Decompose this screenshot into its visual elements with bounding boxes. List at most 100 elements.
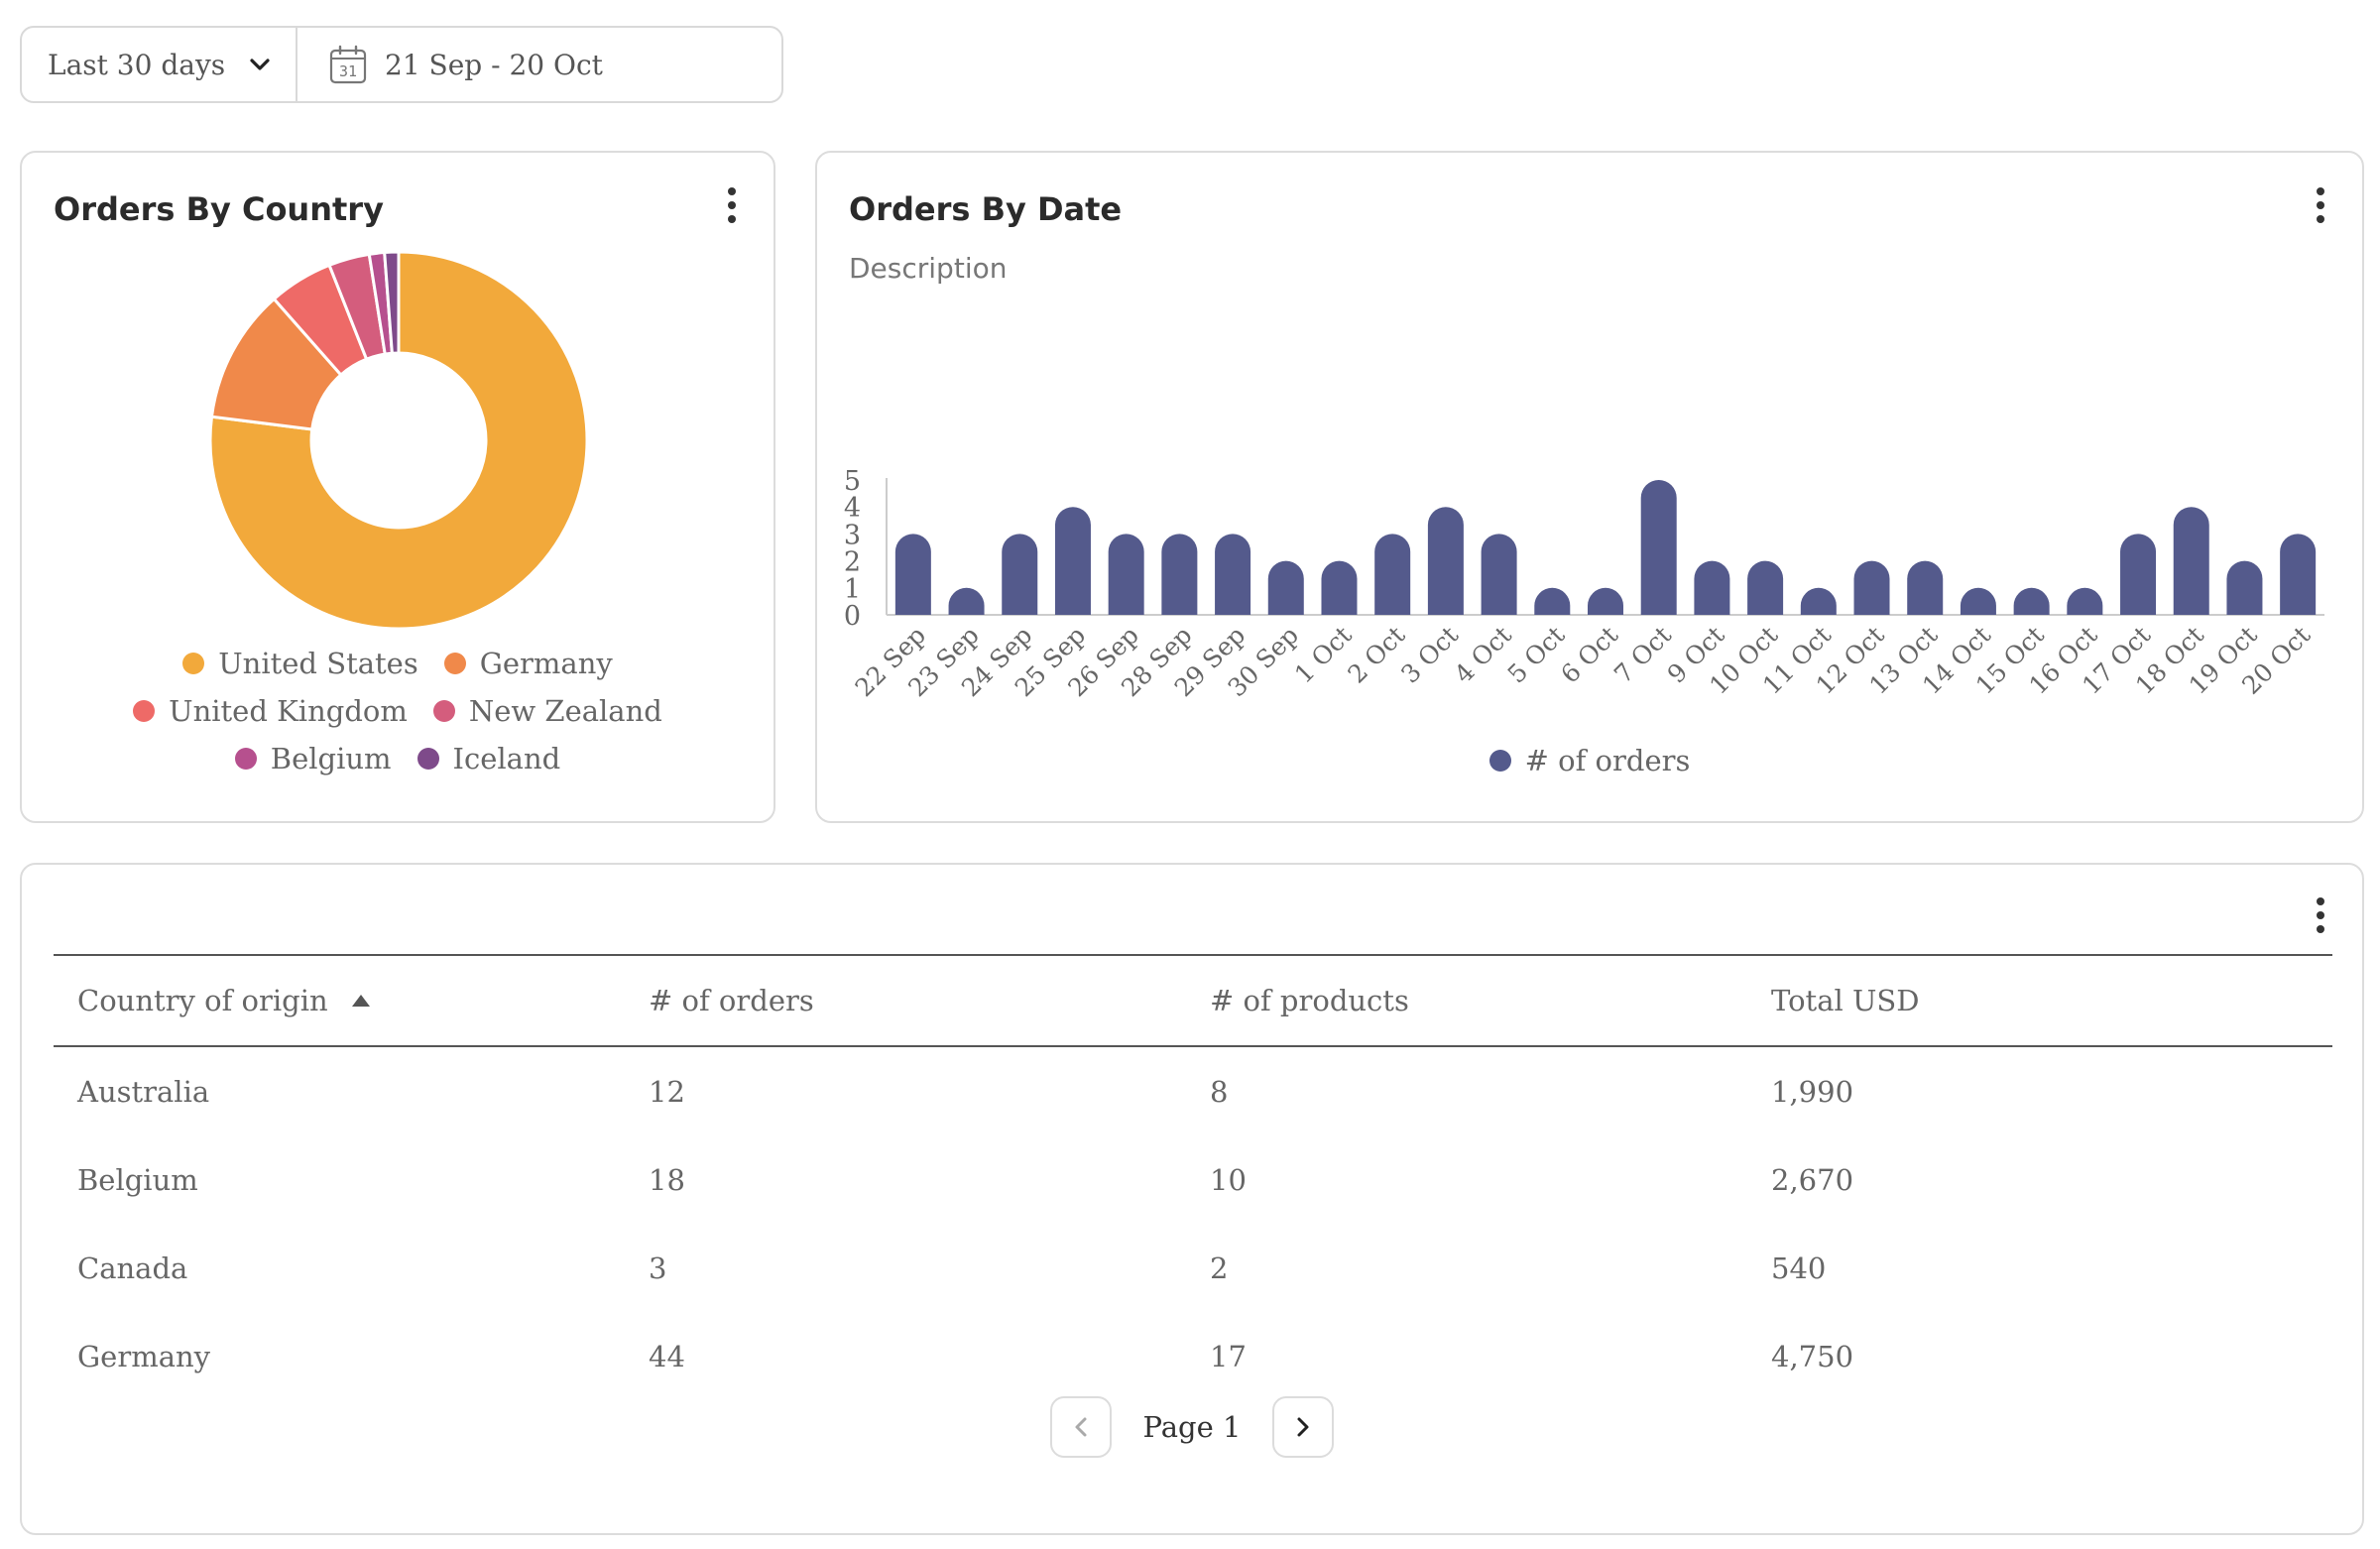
legend-dot — [133, 700, 156, 722]
bar-16-oct[interactable] — [2067, 587, 2103, 615]
date-range-value: 21 Sep - 20 Oct — [385, 48, 603, 81]
x-tick-label: 6 Oct — [1555, 621, 1623, 689]
chevron-down-icon — [250, 59, 270, 70]
table-row: Belgium 18 10 2,670 — [54, 1135, 2332, 1224]
x-tick-label: 3 Oct — [1395, 621, 1464, 689]
cell-products: 8 — [1210, 1074, 1229, 1109]
bar-11-oct[interactable] — [1800, 587, 1837, 615]
orders-table-card: Country of origin # of orders # of produ… — [20, 863, 2364, 1535]
pie-slice-iceland[interactable] — [383, 250, 401, 355]
filter-bar: Last 30 days 31 21 Sep - 20 Oct — [20, 26, 783, 103]
column-header-label: # of orders — [649, 984, 814, 1017]
table-row: Canada 3 2 540 — [54, 1224, 2332, 1312]
bar-23-sep[interactable] — [948, 587, 985, 615]
legend-dot — [432, 700, 455, 722]
cell-products: 10 — [1210, 1162, 1247, 1197]
bar-2-oct[interactable] — [1374, 534, 1411, 615]
previous-page-button[interactable] — [1049, 1396, 1112, 1458]
card-description: Description — [849, 252, 1008, 285]
sort-ascending-icon[interactable] — [351, 995, 370, 1007]
bar-3-oct[interactable] — [1427, 507, 1464, 615]
cell-orders: 18 — [649, 1162, 685, 1197]
card-title: Orders By Country — [54, 190, 384, 228]
bar-5-oct[interactable] — [1534, 587, 1571, 615]
bar-25-sep[interactable] — [1054, 507, 1091, 615]
cell-country: Germany — [77, 1339, 211, 1373]
orders-by-date-card: Orders By Date Description 0 1 2 3 4 5 22 Sep 2… — [815, 151, 2364, 823]
column-header-label: Country of origin — [77, 984, 328, 1017]
cell-country: Belgium — [77, 1162, 198, 1197]
y-tick-label: 2 — [844, 547, 861, 578]
date-range-picker[interactable]: 31 21 Sep - 20 Oct — [298, 28, 603, 101]
legend-item-belgium[interactable]: Belgium — [234, 742, 392, 775]
cell-products: 2 — [1210, 1251, 1229, 1285]
bar-9-oct[interactable] — [1694, 560, 1730, 615]
table-row: Germany 44 17 4,750 — [54, 1312, 2332, 1400]
x-tick-label: 7 Oct — [1608, 621, 1677, 689]
legend-item-united-kingdom[interactable]: United Kingdom — [133, 694, 408, 728]
bar-7-oct[interactable] — [1640, 480, 1677, 615]
column-header-orders[interactable]: # of orders — [649, 984, 1210, 1017]
bar-28-sep[interactable] — [1161, 534, 1198, 615]
legend-item-new-zealand[interactable]: New Zealand — [432, 694, 662, 728]
more-options-icon[interactable] — [2303, 180, 2338, 230]
y-tick-label: 0 — [844, 601, 861, 632]
more-options-icon[interactable] — [714, 180, 750, 230]
donut-chart — [208, 250, 589, 631]
bar-29-sep[interactable] — [1215, 534, 1251, 615]
bar-15-oct[interactable] — [2013, 587, 2050, 615]
cell-country: Canada — [77, 1251, 188, 1285]
pie-slice-united-states[interactable] — [208, 250, 589, 631]
y-tick-label: 5 — [844, 466, 861, 497]
legend-row: United Kingdom New Zealand — [22, 694, 774, 728]
legend-label: United Kingdom — [169, 694, 408, 728]
legend-item-germany[interactable]: Germany — [443, 647, 613, 680]
card-title: Orders By Date — [849, 190, 1123, 228]
legend-item-united-states[interactable]: United States — [182, 647, 418, 680]
legend-item-iceland[interactable]: Iceland — [416, 742, 561, 775]
legend-row: # of orders — [817, 744, 2362, 777]
y-tick-label: 3 — [844, 520, 861, 550]
more-options-icon[interactable] — [2303, 891, 2338, 940]
column-header-label: # of products — [1210, 984, 1409, 1017]
bar-13-oct[interactable] — [1907, 560, 1944, 615]
legend-label: # of orders — [1524, 744, 1691, 777]
bar-30-sep[interactable] — [1267, 560, 1304, 615]
date-range-select[interactable]: Last 30 days — [22, 28, 298, 101]
bar-6-oct[interactable] — [1588, 587, 1623, 615]
bar-14-oct[interactable] — [1960, 587, 1996, 615]
pagination: Page 1 — [22, 1396, 2362, 1458]
cell-total: 2,670 — [1771, 1162, 1854, 1197]
bar-1-oct[interactable] — [1321, 560, 1358, 615]
column-header-products[interactable]: # of products — [1210, 984, 1771, 1017]
bar-17-oct[interactable] — [2120, 534, 2157, 615]
bar-20-oct[interactable] — [2280, 534, 2317, 615]
orders-by-country-card: Orders By Country United States Germany … — [20, 151, 775, 823]
y-tick-label: 4 — [844, 493, 861, 524]
bar-24-sep[interactable] — [1002, 534, 1038, 615]
cell-products: 17 — [1210, 1339, 1247, 1373]
orders-table: Country of origin # of orders # of produ… — [54, 954, 2332, 1400]
legend-item-orders[interactable]: # of orders — [1488, 744, 1691, 777]
column-header-country[interactable]: Country of origin — [54, 984, 649, 1017]
bar-10-oct[interactable] — [1747, 560, 1784, 615]
x-tick-label: 2 Oct — [1343, 621, 1411, 689]
column-header-total[interactable]: Total USD — [1771, 984, 2332, 1017]
cell-total: 540 — [1771, 1251, 1827, 1285]
bar-18-oct[interactable] — [2173, 507, 2209, 615]
legend-dot — [416, 748, 439, 770]
next-page-button[interactable] — [1272, 1396, 1335, 1458]
x-tick-label: 4 Oct — [1449, 621, 1517, 689]
legend-dot — [182, 653, 205, 674]
bar-22-sep[interactable] — [894, 534, 931, 615]
bar-12-oct[interactable] — [1853, 560, 1890, 615]
legend-dot — [1488, 750, 1511, 772]
legend-row: Belgium Iceland — [22, 742, 774, 775]
bar-4-oct[interactable] — [1481, 534, 1517, 615]
bar-26-sep[interactable] — [1108, 534, 1144, 615]
cell-orders: 3 — [649, 1251, 667, 1285]
cell-total: 4,750 — [1771, 1339, 1854, 1373]
chevron-left-icon — [1075, 1417, 1087, 1437]
bar-19-oct[interactable] — [2226, 560, 2263, 615]
legend-label: Iceland — [452, 742, 561, 775]
